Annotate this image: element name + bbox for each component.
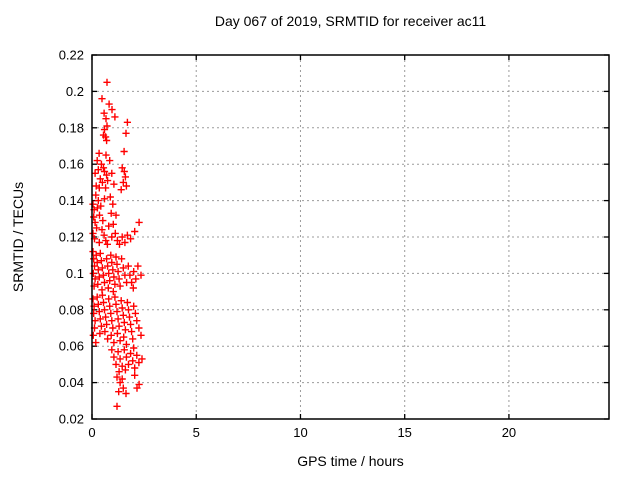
y-tick-label: 0.16 bbox=[59, 157, 84, 172]
y-tick-label: 0.12 bbox=[59, 230, 84, 245]
y-tick-label: 0.08 bbox=[59, 302, 84, 317]
chart-title: Day 067 of 2019, SRMTID for receiver ac1… bbox=[214, 13, 487, 29]
plot-border bbox=[91, 54, 610, 420]
x-tick-label: 15 bbox=[397, 425, 411, 440]
x-tick-label: 5 bbox=[193, 425, 200, 440]
x-tick-label: 20 bbox=[502, 425, 516, 440]
y-tick-label: 0.06 bbox=[59, 339, 84, 354]
x-axis-label: GPS time / hours bbox=[297, 453, 404, 469]
y-tick-label: 0.14 bbox=[59, 193, 84, 208]
y-tick-label: 0.1 bbox=[66, 266, 84, 281]
x-tick-label: 0 bbox=[88, 425, 95, 440]
y-tick-label: 0.18 bbox=[59, 120, 84, 135]
x-tick-label: 10 bbox=[293, 425, 307, 440]
y-tick-label: 0.2 bbox=[66, 84, 84, 99]
y-tick-label: 0.02 bbox=[59, 412, 84, 427]
y-tick-label: 0.04 bbox=[59, 375, 84, 390]
scatter-points bbox=[89, 78, 146, 410]
y-tick-label: 0.22 bbox=[59, 48, 84, 63]
